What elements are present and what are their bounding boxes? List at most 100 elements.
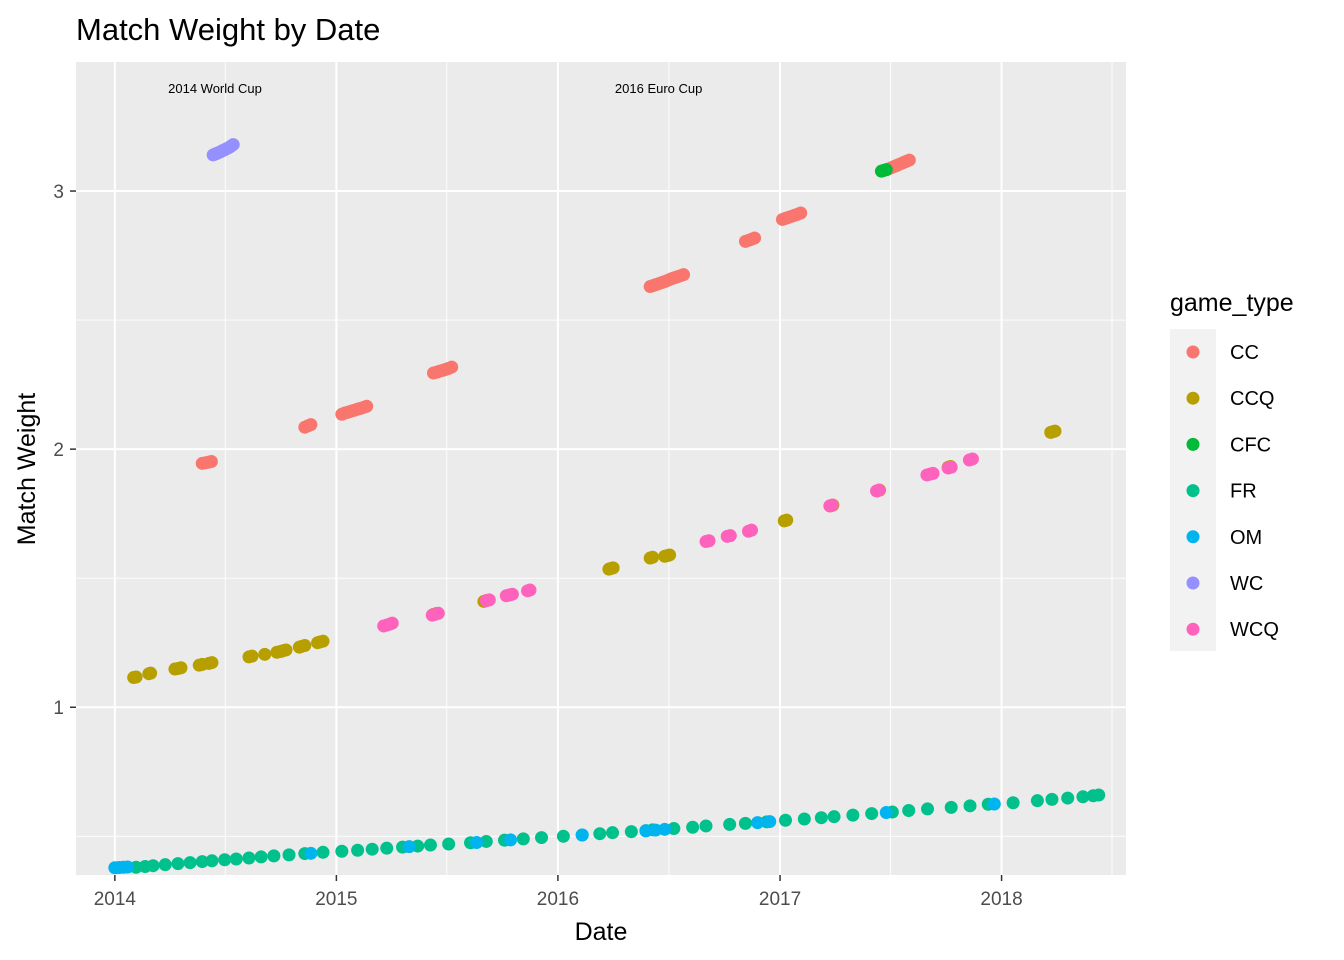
y-tick-label: 2	[53, 440, 64, 461]
x-tick-label: 2017	[759, 889, 801, 910]
data-point-fr	[944, 800, 958, 814]
data-points	[108, 138, 1106, 875]
data-point-om	[304, 846, 318, 860]
data-point-fr	[1061, 791, 1075, 805]
data-point-ccq	[646, 550, 660, 564]
data-point-cc	[204, 455, 218, 469]
x-axis-title: Date	[575, 918, 628, 946]
data-point-om	[763, 815, 777, 829]
legend-title: game_type	[1170, 289, 1294, 317]
legend-key-wc	[1186, 576, 1200, 590]
data-point-om	[470, 835, 484, 849]
data-point-fr	[158, 858, 172, 872]
data-point-fr	[183, 856, 197, 870]
data-point-wcq	[723, 529, 737, 543]
data-point-fr	[218, 853, 232, 867]
data-point-fr	[593, 827, 607, 841]
data-point-fr	[846, 808, 860, 822]
series-om	[108, 797, 1001, 875]
data-point-fr	[282, 848, 296, 862]
data-point-om	[121, 860, 135, 874]
data-point-ccq	[298, 639, 312, 653]
legend-label-cfc: CFC	[1230, 434, 1271, 456]
legend-label-om: OM	[1230, 527, 1262, 549]
data-point-ccq	[144, 666, 158, 680]
data-point-om	[504, 833, 518, 847]
legend-key-ccq	[1186, 391, 1200, 405]
data-point-wcq	[505, 587, 519, 601]
data-point-wcq	[745, 523, 759, 537]
x-tick-label: 2016	[537, 889, 579, 910]
data-point-fr	[229, 852, 243, 866]
x-tick-label: 2018	[980, 889, 1022, 910]
data-point-wcq	[431, 606, 445, 620]
data-point-wc	[226, 138, 240, 152]
data-point-fr	[827, 810, 841, 824]
data-point-wcq	[702, 534, 716, 548]
data-point-fr	[205, 854, 219, 868]
data-point-ccq	[780, 513, 794, 527]
legend-label-fr: FR	[1230, 481, 1257, 503]
data-point-ccq	[258, 647, 272, 661]
data-point-fr	[963, 799, 977, 813]
data-point-om	[575, 828, 589, 842]
data-point-fr	[335, 844, 349, 858]
data-point-fr	[516, 832, 530, 846]
data-point-fr	[738, 816, 752, 830]
data-point-ccq	[245, 649, 259, 663]
legend-key-cfc	[1186, 437, 1200, 451]
data-point-cc	[360, 399, 374, 413]
legend-label-cc: CC	[1230, 342, 1259, 364]
data-point-fr	[1006, 796, 1020, 810]
data-point-om	[751, 816, 765, 830]
data-point-fr	[1030, 794, 1044, 808]
data-point-fr	[535, 831, 549, 845]
data-point-fr	[146, 859, 160, 873]
data-point-fr	[902, 803, 916, 817]
data-point-cfc	[879, 163, 893, 177]
data-point-wcq	[965, 452, 979, 466]
data-point-fr	[779, 813, 793, 827]
data-point-cc	[902, 153, 916, 167]
data-point-cc	[445, 360, 459, 374]
plot-panel	[76, 62, 1126, 875]
data-point-fr	[423, 838, 437, 852]
data-point-fr	[624, 825, 638, 839]
data-point-cc	[304, 418, 318, 432]
legend-key-wcq	[1186, 622, 1200, 636]
annotation-label: 2014 World Cup	[168, 81, 262, 96]
data-point-fr	[1076, 790, 1090, 804]
data-point-ccq	[174, 661, 188, 675]
series-cc	[195, 153, 916, 470]
data-point-wcq	[385, 616, 399, 630]
data-point-cc	[748, 231, 762, 245]
data-point-wcq	[523, 583, 537, 597]
legend-label-wcq: WCQ	[1230, 619, 1279, 641]
data-point-cc	[677, 268, 691, 282]
data-point-fr	[442, 837, 456, 851]
data-point-fr	[1045, 792, 1059, 806]
data-point-ccq	[205, 656, 219, 670]
data-point-ccq	[279, 643, 293, 657]
annotation-label: 2016 Euro Cup	[615, 81, 702, 96]
y-axis-title: Match Weight	[13, 393, 41, 545]
data-point-fr	[814, 811, 828, 825]
data-point-fr	[171, 857, 185, 871]
data-point-wcq	[926, 466, 940, 480]
data-point-ccq	[129, 670, 143, 684]
y-tick-label: 3	[53, 182, 64, 203]
data-point-ccq	[316, 634, 330, 648]
axes: 2014 2015 2016 2017 2018 1 2 3	[53, 182, 1022, 910]
series-wcq	[377, 452, 979, 633]
data-point-fr	[351, 843, 365, 857]
data-point-fr	[254, 850, 268, 864]
legend-label-wc: WC	[1230, 573, 1263, 595]
data-point-wcq	[825, 498, 839, 512]
data-point-fr	[556, 829, 570, 843]
data-point-ccq	[1048, 424, 1062, 438]
y-tick-label: 1	[53, 698, 64, 719]
data-point-om	[402, 840, 416, 854]
data-point-fr	[479, 834, 493, 848]
data-point-om	[658, 822, 672, 836]
